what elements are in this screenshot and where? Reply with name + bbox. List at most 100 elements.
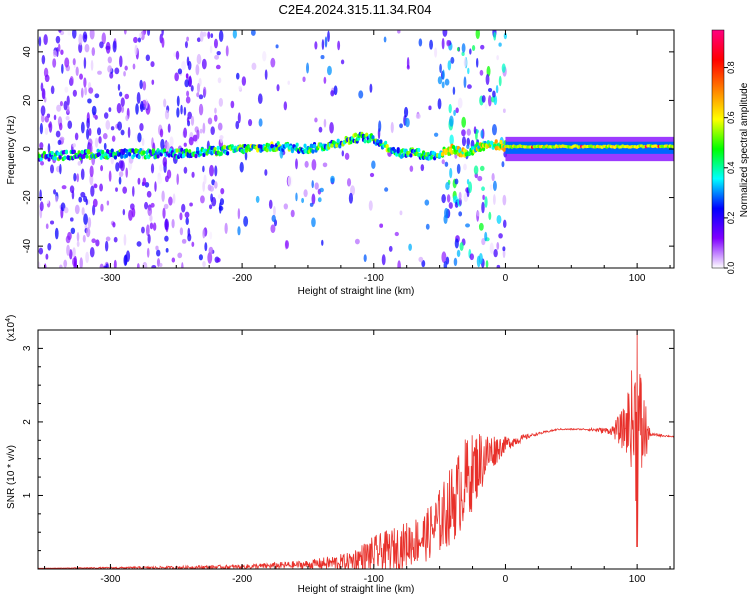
spectrogram-cell bbox=[49, 220, 55, 225]
spectrogram-cell bbox=[86, 128, 90, 140]
spectrogram-cell bbox=[101, 32, 106, 45]
spectrogram-cell bbox=[255, 195, 260, 203]
spectrogram-cell bbox=[333, 85, 338, 96]
spectrogram-cell bbox=[196, 82, 201, 93]
spectrogram-cell bbox=[48, 121, 53, 133]
spectrogram-cell bbox=[76, 173, 80, 183]
spectrogram-cell bbox=[186, 116, 190, 123]
spectrogram-cell bbox=[135, 132, 138, 143]
spectrogram-cell bbox=[450, 56, 455, 64]
ridge-cell bbox=[447, 151, 451, 156]
spectrogram-cell bbox=[96, 127, 102, 136]
snr-plot-area bbox=[38, 330, 674, 569]
spectrogram-cell bbox=[493, 31, 497, 41]
spectrogram-cell bbox=[453, 257, 458, 267]
spectrogram-cell bbox=[179, 212, 183, 221]
spectrogram-cell bbox=[467, 67, 470, 75]
spectrogram-cell bbox=[185, 96, 191, 104]
spectrogram-cell bbox=[177, 68, 183, 75]
spectrogram-cell bbox=[159, 262, 163, 268]
spectrogram-cell bbox=[63, 207, 69, 214]
spectrogram-cell bbox=[90, 185, 95, 197]
spectrogram-cell bbox=[78, 42, 83, 54]
spectrogram-cell bbox=[238, 85, 242, 91]
colorbar-tick-label: 0.6 bbox=[726, 111, 736, 124]
spectrogram-cell bbox=[38, 247, 44, 255]
colorbar-label: Normalized spectral amplitude bbox=[739, 82, 750, 217]
spectrogram-cell bbox=[75, 66, 79, 77]
spectrogram-cell bbox=[149, 214, 153, 222]
spectrogram-y-tick-label: -20 bbox=[22, 190, 33, 205]
spectrogram-cell bbox=[67, 31, 71, 36]
spectrogram-cell bbox=[123, 234, 127, 246]
spectrogram-cell bbox=[141, 226, 145, 234]
spectrogram-cell bbox=[124, 254, 128, 266]
spectrogram-cell bbox=[41, 113, 45, 123]
spectrogram-cell bbox=[77, 161, 82, 166]
spectrogram-cell bbox=[318, 126, 323, 133]
spectrogram-cell bbox=[418, 256, 424, 263]
spectrogram-cell bbox=[257, 93, 263, 105]
spectrogram-cell bbox=[84, 43, 90, 53]
ridge-cell bbox=[494, 139, 498, 144]
spectrogram-cell bbox=[219, 135, 224, 140]
spectrogram-cell bbox=[157, 175, 163, 185]
spectrogram-cell bbox=[190, 85, 194, 92]
spectrogram-cell bbox=[95, 239, 100, 247]
snr-y-tick-label: 1 bbox=[22, 492, 33, 498]
ridge-cell bbox=[86, 150, 91, 155]
spectrogram-cell bbox=[99, 183, 103, 192]
spectrogram-cell bbox=[152, 222, 157, 231]
spectrogram-cell bbox=[214, 54, 220, 60]
spectrogram-cell bbox=[70, 227, 76, 235]
spectrogram-cell bbox=[454, 238, 459, 249]
spectrogram-cell bbox=[188, 75, 192, 87]
spectrogram-cell bbox=[445, 182, 450, 191]
spectrogram-cell bbox=[314, 182, 319, 190]
spectrogram-cell bbox=[321, 39, 325, 50]
spectrogram-cell bbox=[183, 166, 188, 174]
ridge-cell bbox=[56, 151, 61, 157]
spectrogram-cell bbox=[442, 30, 448, 37]
spectrogram-cell bbox=[140, 30, 145, 41]
spectrogram-cell bbox=[220, 188, 225, 195]
spectrogram-cell bbox=[123, 71, 126, 77]
spectrogram-cell bbox=[65, 115, 70, 121]
spectrogram-cell bbox=[186, 90, 190, 97]
ridge-cell bbox=[50, 150, 54, 156]
spectrogram-cell bbox=[198, 103, 204, 116]
spectrogram-cell bbox=[457, 97, 463, 109]
spectrogram-cell bbox=[169, 136, 174, 148]
ridge-cell bbox=[58, 155, 62, 160]
spectrogram-cell bbox=[122, 208, 126, 216]
ridge-cell bbox=[276, 141, 280, 146]
spectrogram-cell bbox=[295, 192, 298, 202]
spectrogram-cell bbox=[183, 142, 187, 147]
spectrogram-cell bbox=[209, 45, 213, 54]
spectrogram-cell bbox=[69, 217, 74, 222]
spectrogram-cell bbox=[492, 90, 496, 98]
spectrogram-cell bbox=[348, 192, 354, 204]
spectrogram-cell bbox=[268, 199, 273, 209]
spectrogram-cell bbox=[155, 245, 159, 251]
spectrogram-cell bbox=[501, 161, 505, 168]
spectrogram-cell bbox=[399, 123, 403, 129]
spectrogram-cell bbox=[456, 249, 461, 258]
spectrogram-cell bbox=[53, 189, 57, 195]
spectrogram-cell bbox=[67, 231, 72, 241]
spectrogram-cell bbox=[301, 197, 305, 204]
snr-series-line bbox=[38, 330, 674, 569]
spectrogram-cell bbox=[466, 137, 470, 147]
spectrogram-cell bbox=[74, 204, 80, 215]
spectrogram-cell bbox=[135, 103, 139, 115]
spectrogram-cell bbox=[79, 73, 83, 80]
spectrogram-cell bbox=[94, 137, 99, 148]
spectrogram-cell bbox=[181, 238, 187, 244]
spectrogram-cell bbox=[136, 92, 141, 104]
spectrogram-cell bbox=[61, 63, 64, 74]
spectrogram-cell bbox=[441, 37, 445, 50]
spectrogram-cell bbox=[458, 191, 462, 201]
ridge-cell bbox=[110, 148, 114, 153]
spectrogram-cell bbox=[50, 85, 55, 95]
spectrogram-cell bbox=[290, 209, 295, 218]
